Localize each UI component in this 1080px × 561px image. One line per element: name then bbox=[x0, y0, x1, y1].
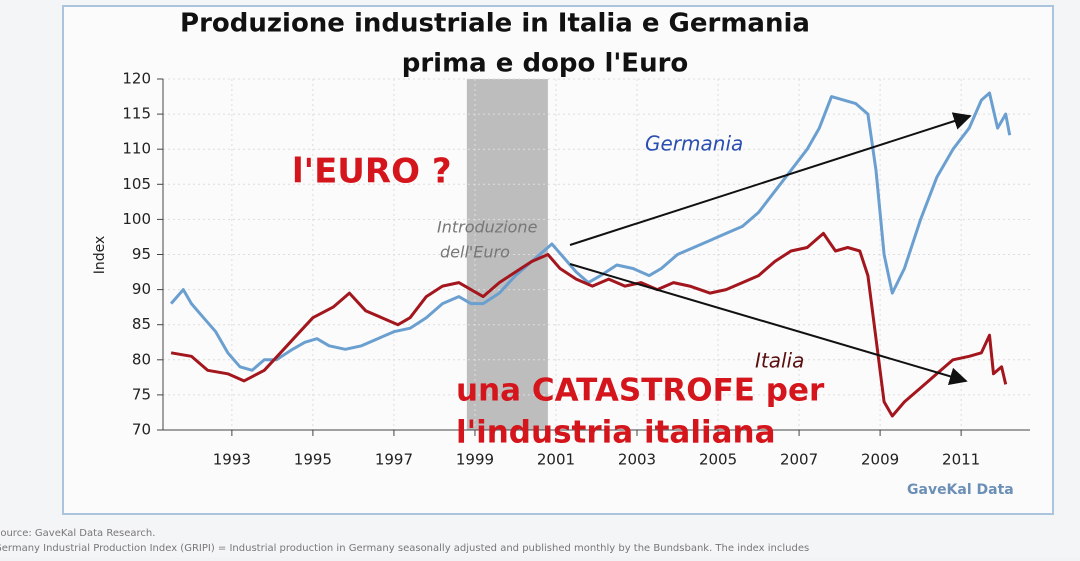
x-tick-label: 2007 bbox=[780, 451, 818, 469]
x-tick-label: 1995 bbox=[294, 451, 332, 469]
chart-subtitle: prima e dopo l'Euro bbox=[402, 49, 689, 79]
y-tick-label: 120 bbox=[122, 70, 151, 88]
chart-title: Produzione industriale in Italia e Germa… bbox=[180, 9, 810, 39]
source-note: Source: GaveKal Data Research. bbox=[0, 528, 155, 539]
series-line bbox=[169, 91, 1012, 372]
annotation: Introduzione bbox=[437, 218, 538, 237]
y-tick-label: 85 bbox=[132, 315, 151, 333]
x-tick-label: 2003 bbox=[618, 451, 656, 469]
annotation: l'EURO ? bbox=[292, 152, 452, 192]
annotation: una CATASTROFE per bbox=[456, 373, 825, 409]
y-tick-label: 80 bbox=[132, 350, 151, 368]
series-line bbox=[170, 231, 1008, 418]
x-tick-label: 1993 bbox=[213, 451, 251, 469]
source-note: Germany Industrial Production Index (GRI… bbox=[0, 543, 809, 554]
x-tick-label: 2001 bbox=[537, 451, 575, 469]
series-label: Germania bbox=[645, 132, 743, 156]
y-axis-label: Index bbox=[92, 236, 108, 275]
x-tick-label: 1999 bbox=[456, 451, 494, 469]
x-tick-label: 2011 bbox=[942, 451, 980, 469]
frame bbox=[62, 5, 1054, 515]
arrow bbox=[569, 263, 968, 386]
y-tick-label: 70 bbox=[132, 421, 151, 439]
plot-area: 70 75 80 85 90 95 100 105 110 115 120 1993 1995 1997 1… bbox=[122, 70, 1030, 469]
y-tick-label: 95 bbox=[132, 245, 151, 263]
y-tick-label: 75 bbox=[132, 385, 151, 403]
y-tick-label: 110 bbox=[122, 140, 151, 158]
x-tick-label: 1997 bbox=[375, 451, 413, 469]
arrow bbox=[569, 112, 972, 246]
annotation: l'industria italiana bbox=[456, 415, 776, 451]
y-tick-label: 90 bbox=[132, 280, 151, 298]
y-tick-label: 100 bbox=[122, 210, 151, 228]
series-label: Italia bbox=[755, 349, 804, 373]
annotation: dell'Euro bbox=[440, 243, 510, 262]
x-tick-label: 2009 bbox=[861, 451, 899, 469]
y-tick-label: 105 bbox=[122, 175, 151, 193]
y-tick-label: 115 bbox=[122, 105, 151, 123]
x-tick-label: 2005 bbox=[699, 451, 737, 469]
brand: GaveKal Data bbox=[907, 482, 1014, 498]
